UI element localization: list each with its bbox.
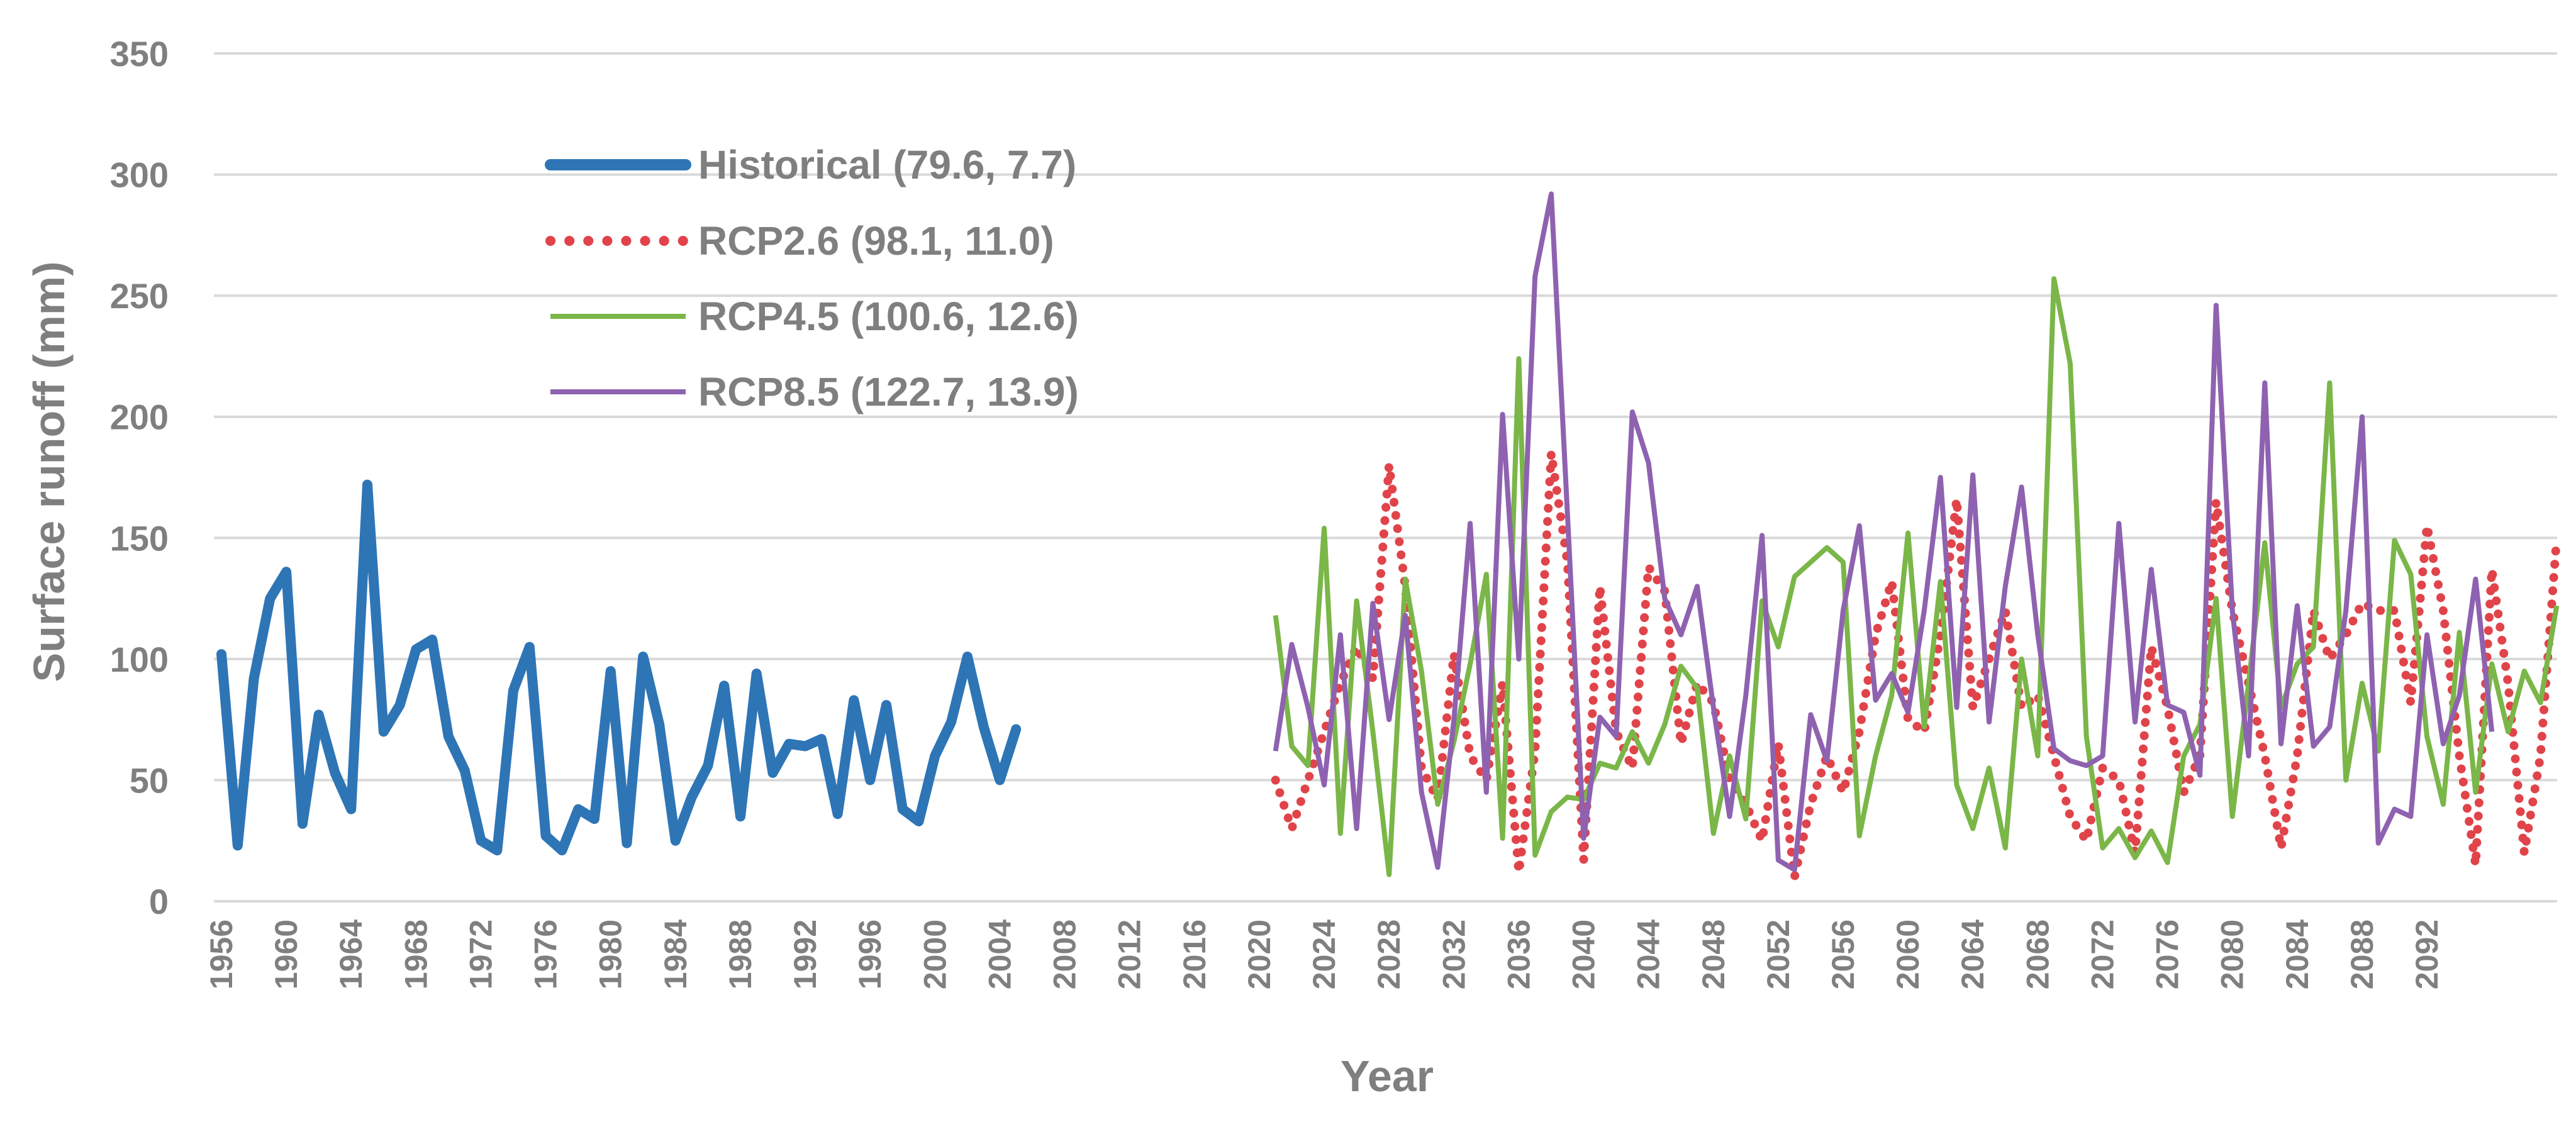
x-tick-label: 2032 [1436, 919, 1471, 989]
x-tick-label: 2028 [1371, 919, 1407, 989]
y-tick-label: 300 [110, 155, 169, 195]
x-tick-label: 2056 [1826, 919, 1861, 989]
x-tick-label: 1988 [723, 919, 758, 989]
x-tick-label: 1976 [528, 919, 564, 989]
x-tick-label: 2024 [1307, 919, 1342, 989]
series-line-0 [216, 479, 1022, 856]
legend-label-historical: Historical (79.6, 7.7) [698, 142, 1076, 187]
x-tick-label: 2072 [2085, 919, 2120, 989]
x-tick-label: 2076 [2150, 919, 2185, 989]
x-tick-label: 1968 [398, 919, 433, 989]
gridlines [214, 52, 2557, 903]
x-tick-label: 2012 [1112, 919, 1147, 989]
x-tick-label: 2020 [1242, 919, 1277, 989]
x-tick-label: 2004 [982, 919, 1017, 989]
x-tick-label: 2052 [1761, 919, 1796, 989]
x-tick-label: 2000 [917, 919, 952, 989]
x-tick-label: 1984 [658, 919, 693, 989]
x-tick-label: 2084 [2280, 919, 2315, 989]
y-tick-label: 100 [110, 640, 169, 679]
x-tick-label: 1980 [593, 919, 628, 989]
x-tick-label: 2016 [1177, 919, 1212, 989]
x-tick-label: 1960 [269, 919, 304, 989]
y-axis-ticks: 0 50 100 150 200 250 300 350 [110, 34, 169, 921]
y-axis-title: Surface runoff (mm) [25, 262, 74, 682]
x-axis-ticks: 1956 1960 1964 1968 1972 1976 1980 1984 1988 1992… [204, 919, 2445, 989]
x-tick-label: 2064 [1955, 919, 1990, 989]
x-tick-label: 2008 [1047, 919, 1083, 989]
y-tick-label: 0 [149, 882, 169, 921]
x-tick-label: 2036 [1501, 919, 1536, 989]
x-tick-label: 2088 [2345, 919, 2380, 989]
y-tick-label: 200 [110, 397, 169, 437]
y-tick-label: 250 [110, 276, 169, 316]
legend-label-rcp26: RCP2.6 (98.1, 11.0) [698, 218, 1054, 264]
legend-label-rcp45: RCP4.5 (100.6, 12.6) [698, 294, 1079, 339]
y-tick-label: 50 [130, 760, 169, 800]
series-lines [216, 191, 2562, 882]
x-tick-label: 2044 [1631, 919, 1666, 989]
series-line-2 [1273, 276, 2560, 877]
x-tick-label: 1992 [788, 919, 823, 989]
x-tick-label: 1972 [463, 919, 498, 989]
series-line-3 [1273, 191, 2495, 872]
legend: Historical (79.6, 7.7) RCP2.6 (98.1, 11.… [545, 142, 1079, 414]
x-tick-label: 2068 [2020, 919, 2055, 989]
y-tick-label: 150 [110, 518, 169, 558]
x-tick-label: 1956 [204, 919, 239, 989]
y-tick-label: 350 [110, 34, 169, 74]
x-tick-label: 2060 [1890, 919, 1926, 989]
x-tick-label: 2040 [1566, 919, 1602, 989]
x-tick-label: 2048 [1696, 919, 1731, 989]
x-axis-title: Year [1341, 1052, 1434, 1101]
x-tick-label: 2092 [2409, 919, 2445, 989]
x-tick-label: 1964 [333, 919, 369, 989]
x-tick-label: 1996 [852, 919, 888, 989]
legend-label-rcp85: RCP8.5 (122.7, 13.9) [698, 369, 1079, 414]
x-tick-label: 2080 [2215, 919, 2250, 989]
